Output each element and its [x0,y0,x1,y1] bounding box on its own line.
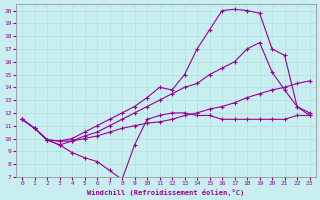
X-axis label: Windchill (Refroidissement éolien,°C): Windchill (Refroidissement éolien,°C) [87,189,244,196]
